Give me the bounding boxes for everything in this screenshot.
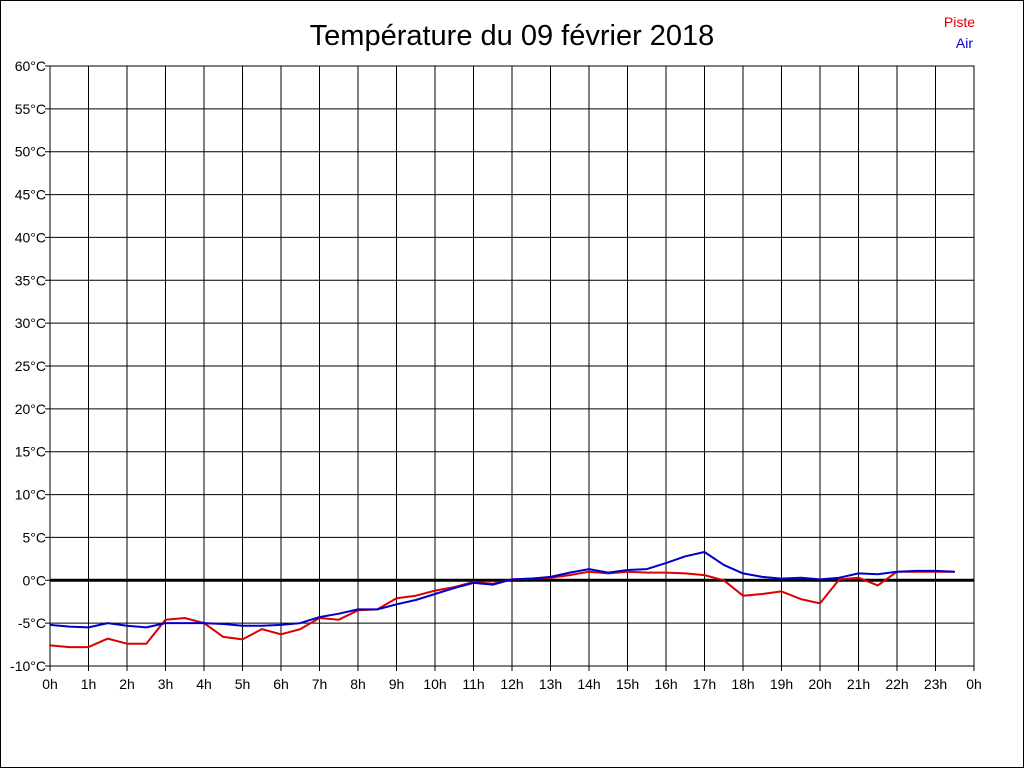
y-tick-label: 5°C [23, 529, 47, 545]
y-tick-label: 55°C [15, 101, 46, 117]
x-tick-label: 12h [500, 676, 523, 692]
x-tick-label: 7h [312, 676, 328, 692]
y-tick-label: 30°C [15, 315, 46, 331]
x-tick-label: 3h [158, 676, 174, 692]
x-tick-label: 16h [654, 676, 677, 692]
legend-piste: Piste [944, 14, 975, 30]
x-tick-label: 21h [847, 676, 870, 692]
x-tick-label: 22h [885, 676, 908, 692]
y-tick-label: 40°C [15, 229, 46, 245]
x-tick-label: 2h [119, 676, 135, 692]
y-tick-label: 50°C [15, 144, 46, 160]
y-tick-label: 15°C [15, 444, 46, 460]
x-tick-label: 6h [273, 676, 289, 692]
x-tick-label: 4h [196, 676, 212, 692]
y-tick-label: 0°C [23, 572, 47, 588]
x-tick-label: 18h [731, 676, 754, 692]
y-tick-label: -10°C [10, 658, 46, 674]
x-tick-label: 15h [616, 676, 639, 692]
series-lines [49, 551, 955, 649]
x-tick-label: 23h [924, 676, 947, 692]
x-tick-label: 1h [81, 676, 97, 692]
x-tick-labels: 0h 1h 2h 3h 4h 5h 6h 7h 8h 9h 10h 11h 12h 13h 14h 15h 16… [42, 676, 982, 692]
y-tick-label: 25°C [15, 358, 46, 374]
series-line-air [49, 551, 955, 629]
legend-air: Air [956, 35, 973, 51]
x-tick-label: 8h [350, 676, 366, 692]
x-tick-label: 20h [808, 676, 831, 692]
y-tick-label: -5°C [18, 615, 46, 631]
x-tick-label: 5h [235, 676, 251, 692]
chart-title: Température du 09 février 2018 [310, 20, 715, 52]
y-tick-label: 20°C [15, 401, 46, 417]
x-tick-label: 0h [42, 676, 58, 692]
x-tick-label: 13h [539, 676, 562, 692]
x-tick-label: 11h [462, 676, 484, 692]
x-tick-label: 0h [966, 676, 982, 692]
y-tick-label: 10°C [15, 487, 46, 503]
y-tick-label: 60°C [15, 58, 46, 74]
y-tick-labels: -10°C -5°C 0°C 5°C 10°C 15°C 20°C 25°C 30°C 35°C 4… [10, 58, 46, 674]
y-tick-label: 35°C [15, 272, 46, 288]
y-tick-label: 45°C [15, 187, 46, 203]
x-tick-label: 10h [423, 676, 446, 692]
x-tick-label: 14h [577, 676, 600, 692]
x-tick-label: 9h [389, 676, 405, 692]
x-tick-label: 17h [693, 676, 716, 692]
plot-border [49, 65, 975, 667]
x-tick-label: 19h [770, 676, 793, 692]
